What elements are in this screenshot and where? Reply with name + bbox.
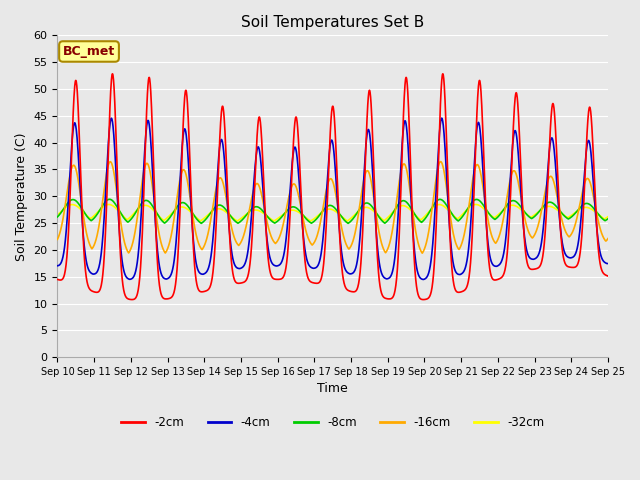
Text: BC_met: BC_met — [63, 45, 115, 58]
X-axis label: Time: Time — [317, 383, 348, 396]
Y-axis label: Soil Temperature (C): Soil Temperature (C) — [15, 132, 28, 261]
Legend: -2cm, -4cm, -8cm, -16cm, -32cm: -2cm, -4cm, -8cm, -16cm, -32cm — [116, 411, 549, 434]
Title: Soil Temperatures Set B: Soil Temperatures Set B — [241, 15, 424, 30]
